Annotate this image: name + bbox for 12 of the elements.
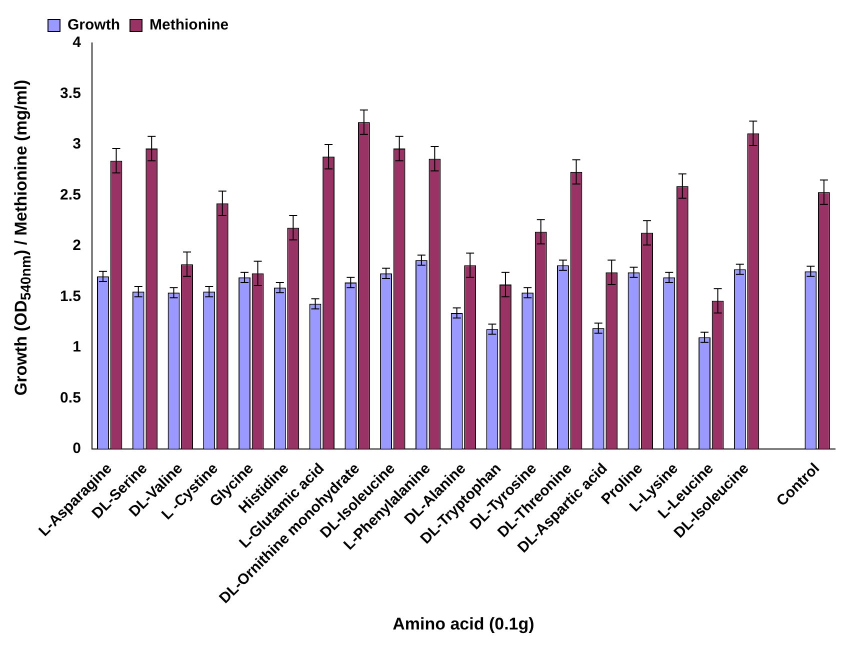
y-tick-label: 2 — [72, 237, 81, 254]
y-tick-label: 2.5 — [60, 186, 81, 204]
legend-label: Growth — [68, 16, 120, 34]
y-tick-label: 4 — [72, 34, 82, 52]
x-axis-title: Amino acid (0.1g) — [392, 614, 534, 634]
y-tick-label: 0 — [72, 440, 81, 458]
y-tick-label: 1.5 — [60, 288, 81, 305]
y-tick-label: 3 — [72, 136, 81, 153]
y-tick-label: 1 — [72, 338, 81, 356]
y-tick-label: 3.5 — [60, 84, 81, 102]
legend-label: Methionine — [149, 16, 229, 34]
y-tick-label: 0.5 — [60, 389, 81, 406]
